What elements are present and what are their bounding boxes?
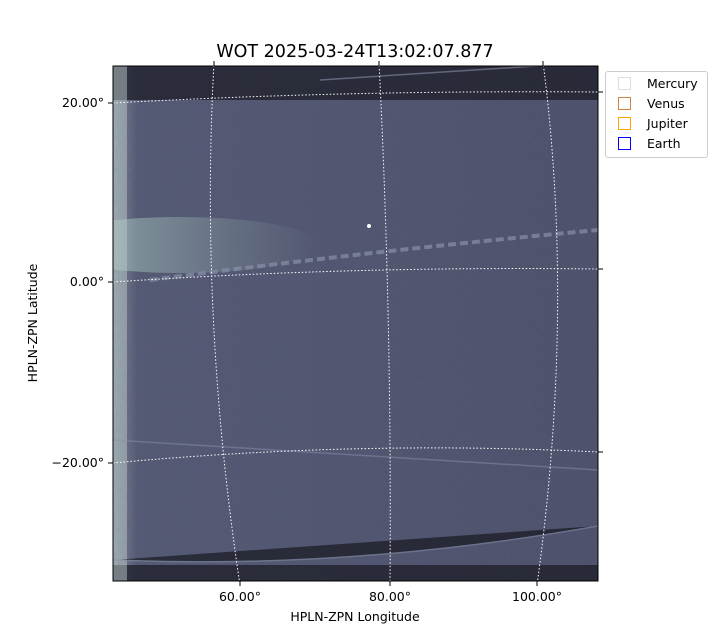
y-axis-label: HPLN-ZPN Latitude — [25, 263, 40, 382]
coronal-streamer — [113, 217, 320, 273]
chart-title: WOT 2025-03-24T13:02:07.877 — [216, 42, 493, 62]
x-tick-label: 80.00° — [369, 589, 411, 604]
legend-swatch — [618, 76, 631, 90]
x-axis-label: HPLN-ZPN Longitude — [290, 609, 420, 624]
y-tick-label: 20.00° — [62, 95, 104, 110]
legend-label: Jupiter — [647, 115, 688, 131]
legend-swatch — [618, 96, 631, 110]
legend-label: Earth — [647, 135, 681, 151]
streak — [149, 228, 598, 282]
legend-item-mercury: Mercury — [618, 75, 698, 91]
legend-item-jupiter: Jupiter — [618, 115, 688, 131]
y-tick-label: −20.00° — [51, 455, 104, 470]
plot-frame — [112, 65, 599, 582]
legend-label: Venus — [647, 95, 685, 111]
legend-swatch — [618, 116, 631, 130]
ticks — [108, 61, 603, 586]
legend: Mercury Venus Jupiter Earth — [605, 71, 708, 158]
legend-item-venus: Venus — [618, 95, 685, 111]
legend-swatch — [618, 136, 631, 150]
legend-label: Mercury — [647, 75, 698, 91]
grid — [113, 66, 598, 581]
image-panel — [113, 66, 598, 581]
y-tick-label: 0.00° — [70, 274, 104, 289]
legend-item-earth: Earth — [618, 135, 681, 151]
x-tick-label: 100.00° — [512, 589, 562, 604]
x-tick-label: 60.00° — [219, 589, 261, 604]
